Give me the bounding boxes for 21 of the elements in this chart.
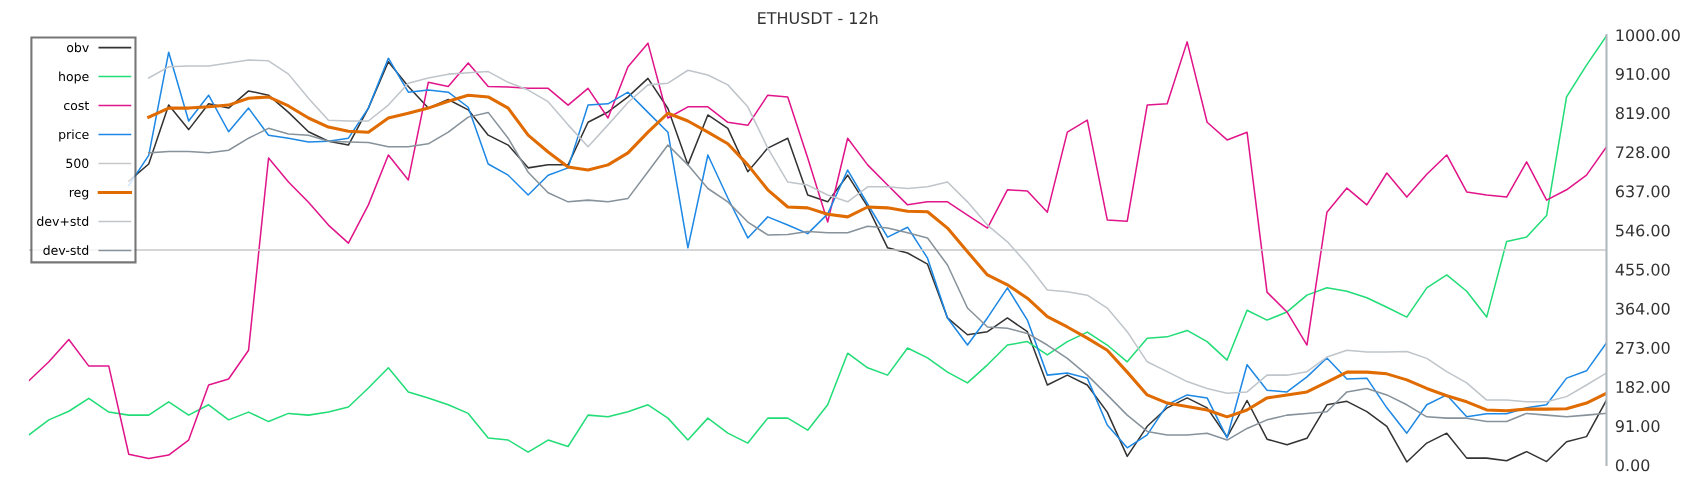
y-tick-label: 91.00 xyxy=(1615,420,1660,433)
legend-label: reg xyxy=(69,189,89,200)
legend-label: obv xyxy=(66,42,89,53)
legend-label: 500 xyxy=(66,158,89,169)
legend-label: price xyxy=(59,129,89,142)
y-tick-label: 546.00 xyxy=(1616,224,1670,237)
y-tick-label: 364.00 xyxy=(1616,302,1670,315)
legend-label: dev+std xyxy=(37,216,89,227)
y-tick-label: 273.00 xyxy=(1616,341,1670,354)
legend-label: dev-std xyxy=(43,245,89,255)
y-tick-label: 455.00 xyxy=(1615,263,1670,276)
y-tick-label: 1000.00 xyxy=(1616,29,1680,42)
y-tick-label: 0.00 xyxy=(1615,459,1650,472)
legend-label: hope xyxy=(59,71,89,84)
chart-title: ETHUSDT - 12h xyxy=(758,11,878,25)
y-tick-label: 819.00 xyxy=(1615,107,1670,120)
y-tick-label: 910.00 xyxy=(1615,67,1670,80)
y-tick-label: 637.00 xyxy=(1615,185,1670,198)
y-tick-label: 728.00 xyxy=(1616,146,1670,159)
legend-label: cost xyxy=(64,101,89,111)
y-tick-label: 182.00 xyxy=(1616,380,1670,394)
